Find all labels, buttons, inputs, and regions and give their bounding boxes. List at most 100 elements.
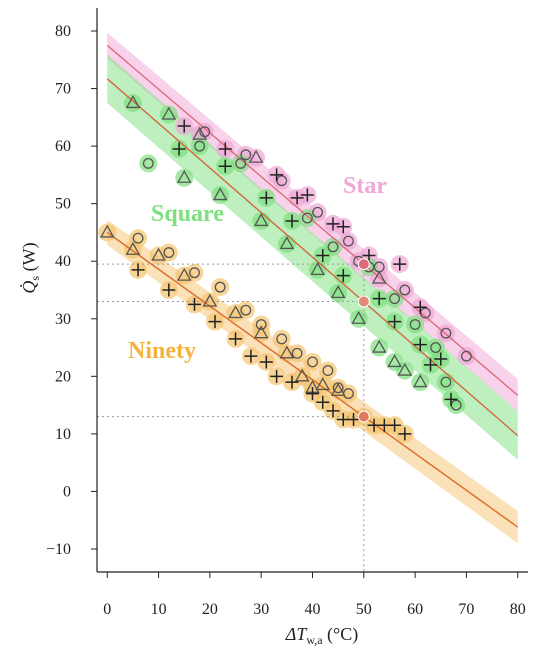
- y-tick-label--10: −10: [46, 541, 71, 558]
- circle-point-ninety-7: [291, 347, 303, 359]
- axes: [91, 8, 528, 578]
- series-label-square: Square: [151, 201, 224, 227]
- triangle-point-ninety-10: [315, 377, 331, 391]
- circle-point-ninety-8: [307, 356, 318, 368]
- circle-point-square-2: [235, 157, 247, 169]
- y-tick-label-80: 80: [55, 23, 71, 40]
- y-tick-label-50: 50: [55, 196, 71, 213]
- cross-point-star-3: [290, 191, 304, 205]
- circle-point-star-1: [240, 149, 252, 161]
- intersection-marker-1: [357, 295, 370, 308]
- cross-point-star-4: [300, 188, 314, 202]
- circle-point-ninety-11: [342, 388, 354, 400]
- triangle-point-square-6: [310, 262, 325, 276]
- circle-point-square-4: [327, 241, 339, 253]
- x-tick-label-80: 80: [510, 601, 526, 618]
- cross-point-square-7: [388, 315, 402, 329]
- triangle-point-square-4: [253, 213, 269, 227]
- fit-line-square: [106, 78, 519, 437]
- cross-point-ninety-13: [347, 412, 361, 426]
- circle-point-ninety-6: [276, 333, 288, 345]
- cross-point-square-10: [434, 352, 448, 366]
- triangle-point-ninety-3: [176, 267, 192, 281]
- triangle-point-star-0: [192, 126, 207, 140]
- cross-point-square-4: [316, 248, 330, 262]
- cross-point-square-3: [285, 214, 299, 228]
- circle-point-star-3: [312, 206, 324, 218]
- triangle-point-square-8: [351, 310, 366, 324]
- cross-point-star-7: [362, 248, 376, 262]
- cross-point-ninety-0: [131, 263, 145, 277]
- cross-point-star-1: [218, 142, 232, 156]
- triangle-point-ninety-8: [294, 368, 310, 382]
- triangle-point-square-5: [279, 236, 295, 250]
- cross-point-star-0: [177, 119, 191, 133]
- triangle-point-square-3: [212, 187, 228, 201]
- cross-point-ninety-11: [326, 404, 340, 418]
- circle-point-ninety-9: [322, 365, 334, 377]
- circle-point-ninety-3: [214, 281, 226, 293]
- circle-point-ninety-1: [163, 247, 175, 259]
- triangle-point-square-12: [412, 374, 428, 388]
- triangle-point-star-2: [371, 270, 387, 284]
- circle-point-ninety-10: [332, 382, 344, 394]
- circle-point-star-6: [373, 261, 385, 273]
- series-label-star: Star: [343, 173, 387, 199]
- reference-lines: [97, 263, 365, 572]
- circle-point-ninety-0: [132, 232, 144, 244]
- halo-ninety-18: [272, 329, 291, 348]
- triangle-point-square-2: [176, 169, 192, 183]
- cross-point-ninety-8: [285, 375, 299, 389]
- fit-line-ninety: [106, 231, 519, 528]
- circle-point-square-3: [301, 212, 313, 224]
- x-axis-label-main: ΔT: [285, 624, 309, 644]
- x-tick-label-0: 0: [103, 601, 111, 618]
- y-tick-label-60: 60: [55, 138, 71, 155]
- y-axis-label-sub: s: [28, 276, 42, 281]
- triangle-point-square-0: [125, 95, 141, 109]
- cross-point-square-8: [413, 338, 427, 352]
- circle-point-square-7: [409, 319, 421, 330]
- triangle-point-ninety-5: [228, 305, 243, 319]
- cross-point-star-8: [393, 257, 407, 271]
- halo-ninety-23: [339, 384, 358, 403]
- triangle-point-ninety-1: [125, 241, 141, 255]
- halo-star-7: [339, 232, 358, 251]
- tick-labels: 0 10 20 30 40 50 60 70 80 −10 0 10 20 30 40 50 60 70 80: [46, 23, 526, 618]
- cross-point-square-11: [444, 392, 458, 406]
- triangle-point-ninety-2: [151, 247, 166, 261]
- data-points: [99, 95, 472, 441]
- halo-star-3: [195, 122, 214, 141]
- triangle-point-ninety-0: [99, 224, 115, 238]
- halo-square-22: [436, 373, 455, 392]
- x-tick-label-30: 30: [253, 601, 269, 618]
- triangle-point-square-1: [161, 106, 177, 120]
- x-axis-label-sub: w,a: [306, 633, 323, 647]
- x-tick-label-20: 20: [202, 601, 218, 618]
- halo-square-15: [231, 154, 250, 173]
- halo-square-16: [298, 209, 317, 228]
- cross-point-star-2: [270, 168, 284, 182]
- circle-point-square-9: [440, 376, 452, 388]
- halo-ninety-13: [159, 243, 178, 262]
- halo-star-13: [457, 347, 476, 366]
- y-axis-label-main: Q̇: [18, 281, 39, 294]
- circle-point-square-1: [194, 140, 206, 152]
- cross-point-star-6: [336, 220, 350, 234]
- series-label-ninety: Ninety: [128, 338, 196, 364]
- cross-point-ninety-6: [259, 355, 273, 369]
- x-tick-label-10: 10: [151, 601, 167, 618]
- circle-point-star-4: [342, 235, 354, 247]
- y-tick-label-20: 20: [55, 368, 71, 385]
- x-tick-label-70: 70: [458, 601, 474, 618]
- circle-point-star-10: [460, 350, 472, 362]
- halo-ninety-16: [236, 301, 255, 320]
- cross-point-ninety-7: [270, 369, 284, 383]
- cross-point-square-9: [424, 358, 438, 372]
- intersection-marker-0: [357, 258, 370, 271]
- halo-ninety-21: [318, 361, 337, 380]
- triangle-point-square-9: [371, 339, 387, 353]
- circle-point-ninety-2: [189, 267, 200, 279]
- circle-point-square-8: [430, 342, 442, 354]
